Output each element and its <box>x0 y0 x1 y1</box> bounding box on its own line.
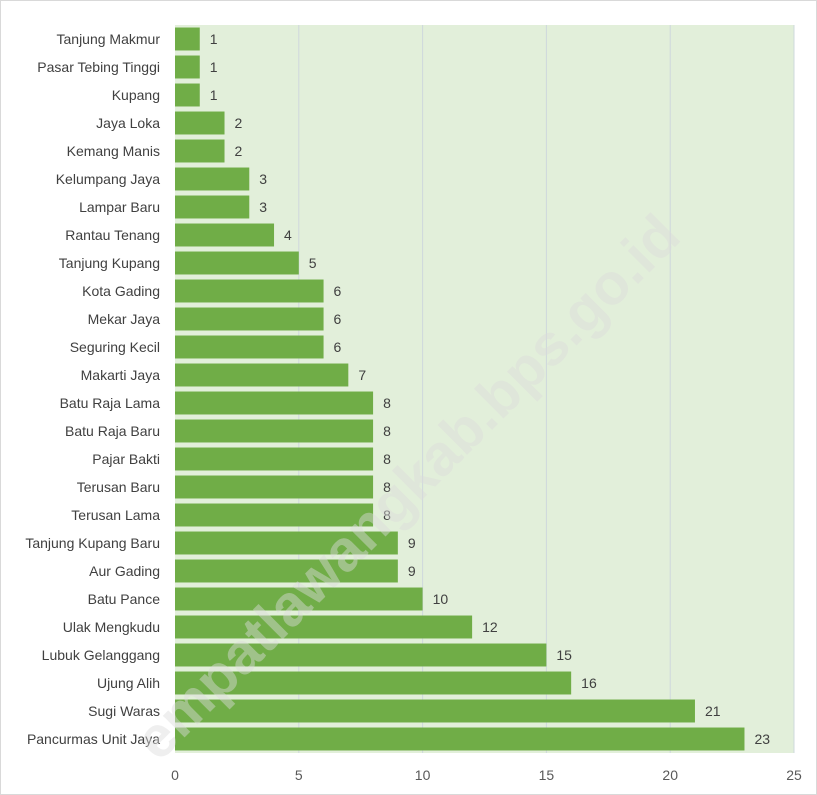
bar <box>175 671 572 695</box>
x-tick-label: 0 <box>171 767 179 783</box>
bar <box>175 615 473 639</box>
category-labels: Tanjung Makmur Pasar Tebing Tinggi Kupang J… <box>25 31 160 747</box>
x-tick-label: 15 <box>539 767 555 783</box>
data-label: 1 <box>210 31 218 47</box>
data-label: 8 <box>383 395 391 411</box>
bar <box>175 167 250 191</box>
category-label: Terusan Baru <box>77 479 160 495</box>
category-label: Batu Pance <box>88 591 161 607</box>
data-label: 10 <box>433 591 449 607</box>
data-label: 1 <box>210 59 218 75</box>
category-label: Pajar Bakti <box>92 451 160 467</box>
category-label: Jaya Loka <box>96 115 160 131</box>
category-label: Makarti Jaya <box>81 367 161 383</box>
bar <box>175 251 299 275</box>
category-label: Kemang Manis <box>67 143 160 159</box>
bar <box>175 419 374 443</box>
data-label: 5 <box>309 255 317 271</box>
category-label: Lubuk Gelanggang <box>42 647 160 663</box>
category-label: Ulak Mengkudu <box>63 619 160 635</box>
category-label: Sugi Waras <box>88 703 160 719</box>
bar <box>175 83 200 107</box>
bar <box>175 643 547 667</box>
bar <box>175 279 324 303</box>
category-label: Rantau Tenang <box>65 227 160 243</box>
bars <box>175 27 745 751</box>
data-label: 8 <box>383 507 391 523</box>
data-label: 1 <box>210 87 218 103</box>
x-tick-label: 20 <box>662 767 678 783</box>
category-label: Aur Gading <box>89 563 160 579</box>
data-label: 16 <box>581 675 597 691</box>
category-label: Tanjung Kupang Baru <box>25 535 160 551</box>
category-label: Kelumpang Jaya <box>56 171 161 187</box>
bar <box>175 27 200 51</box>
category-label: Lampar Baru <box>79 199 160 215</box>
category-label: Batu Raja Lama <box>60 395 161 411</box>
data-label: 9 <box>408 535 416 551</box>
x-tick-label: 10 <box>415 767 431 783</box>
data-label: 23 <box>754 731 770 747</box>
bar <box>175 475 374 499</box>
bar <box>175 335 324 359</box>
bar <box>175 363 349 387</box>
bar <box>175 559 398 583</box>
data-label: 6 <box>334 283 342 299</box>
category-label: Terusan Lama <box>71 507 160 523</box>
bar <box>175 55 200 79</box>
bar <box>175 531 398 555</box>
bar <box>175 699 695 723</box>
bar <box>175 307 324 331</box>
category-label: Seguring Kecil <box>70 339 160 355</box>
category-label: Pasar Tebing Tinggi <box>37 59 160 75</box>
data-label: 6 <box>334 311 342 327</box>
bar <box>175 139 225 163</box>
x-tick-label: 25 <box>786 767 802 783</box>
category-label: Kota Gading <box>82 283 160 299</box>
data-label: 21 <box>705 703 721 719</box>
data-label: 9 <box>408 563 416 579</box>
bar <box>175 223 275 247</box>
x-tick-label: 5 <box>295 767 303 783</box>
data-label: 6 <box>334 339 342 355</box>
data-label: 2 <box>235 143 243 159</box>
category-label: Pancurmas Unit Jaya <box>27 731 160 747</box>
data-label: 3 <box>259 171 267 187</box>
category-label: Tanjung Makmur <box>57 31 161 47</box>
data-label: 4 <box>284 227 292 243</box>
data-label: 8 <box>383 451 391 467</box>
data-label: 2 <box>235 115 243 131</box>
data-label: 8 <box>383 479 391 495</box>
category-label: Kupang <box>112 87 160 103</box>
bar <box>175 195 250 219</box>
data-label: 7 <box>358 367 366 383</box>
category-label: Ujung Alih <box>97 675 160 691</box>
data-label: 3 <box>259 199 267 215</box>
category-label: Batu Raja Baru <box>65 423 160 439</box>
bar <box>175 503 374 527</box>
data-label: 15 <box>556 647 572 663</box>
bar <box>175 727 745 751</box>
data-label: 8 <box>383 423 391 439</box>
x-axis-tick-labels: 0 5 10 15 20 25 <box>171 767 802 783</box>
category-label: Mekar Jaya <box>88 311 161 327</box>
bar <box>175 447 374 471</box>
bar <box>175 587 423 611</box>
category-label: Tanjung Kupang <box>59 255 160 271</box>
bar <box>175 111 225 135</box>
data-label: 12 <box>482 619 498 635</box>
bar <box>175 391 374 415</box>
